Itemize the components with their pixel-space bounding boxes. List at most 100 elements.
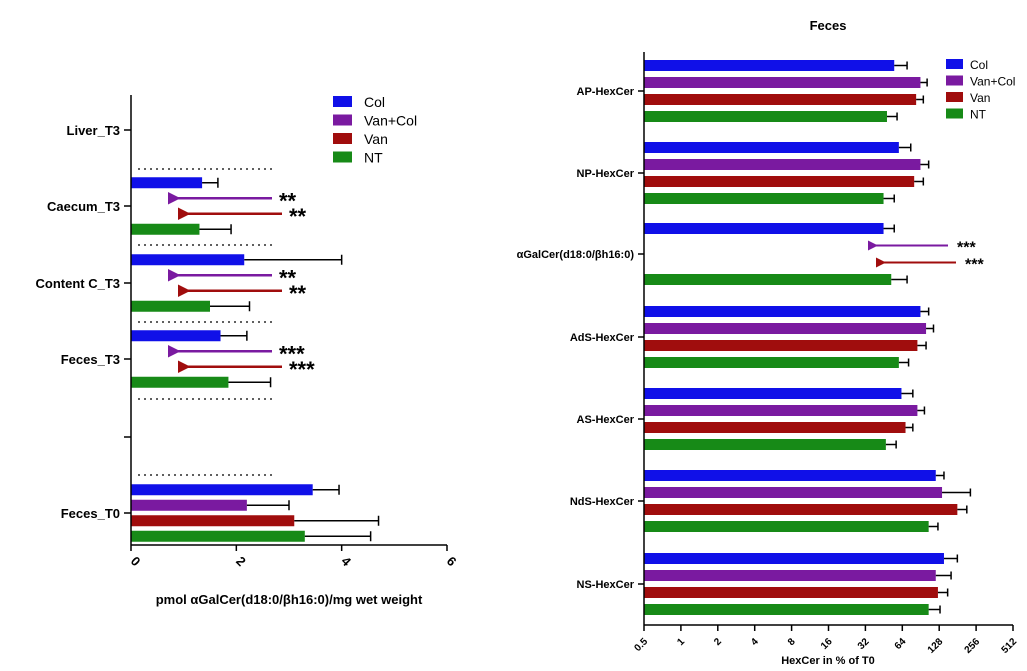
legend-label-nt: NT	[970, 108, 987, 122]
x-tick-label: 64	[893, 636, 909, 652]
bar-caecum-t3-col	[131, 177, 203, 189]
right-chart: Feces ****** 0.5 1 2 4 8 16 32 64 128 256 512 AP-H…	[517, 18, 1020, 667]
bar-np-hexcer-van	[644, 176, 915, 187]
x-tick-label: 512	[1000, 636, 1020, 656]
right-x-axis-title: HexCer in % of T0	[781, 655, 875, 667]
bar-ads-hexcer-van-col	[644, 323, 927, 334]
legend-label-col: Col	[364, 94, 385, 110]
bar-np-hexcer-col	[644, 142, 899, 153]
legend-swatch-van-col	[333, 114, 352, 126]
category-label-content-c-t3: Content C_T3	[36, 276, 121, 291]
x-tick-label: 16	[819, 636, 835, 652]
category-label-np-hexcer: NP-HexCer	[577, 168, 635, 180]
x-tick-label: 128	[926, 636, 946, 656]
bar-feces-t3-col	[131, 330, 221, 342]
significance-label: ***	[965, 257, 984, 274]
x-tick-label: 4	[749, 636, 761, 648]
significance-label: **	[289, 281, 307, 306]
bar-ap-hexcer-nt	[644, 111, 887, 122]
bar-nds-hexcer-col	[644, 470, 936, 481]
category-label-nds-hexcer: NdS-HexCer	[570, 496, 635, 508]
left-chart-marks: **************	[124, 129, 380, 542]
x-tick-label: 6	[444, 553, 460, 569]
bar-ads-hexcer-col	[644, 306, 921, 317]
bar-ap-hexcer-col	[644, 60, 895, 71]
left-x-ticks: 0 2 4 6	[128, 545, 460, 570]
legend-swatch-van	[333, 133, 352, 144]
bar-ns-hexcer-van-col	[644, 570, 936, 581]
right-category-labels: AP-HexCer NP-HexCer αGalCer(d18:0/βh16:0) A…	[517, 86, 635, 591]
category-label-as-hexcer: AS-HexCer	[577, 414, 635, 426]
legend-swatch-van-col	[946, 75, 963, 86]
category-label-galcer-d18-0-h16-0: αGalCer(d18:0/βh16:0)	[517, 249, 635, 261]
bar-nds-hexcer-nt	[644, 521, 929, 532]
right-chart-title: Feces	[810, 18, 847, 33]
legend-label-van: Van	[364, 131, 388, 147]
bar-galcer-d18-0-h16-0-col	[644, 223, 884, 234]
bar-as-hexcer-nt	[644, 439, 886, 450]
significance-label: ***	[957, 240, 976, 257]
bar-ap-hexcer-van-col	[644, 77, 921, 88]
x-tick-label: 32	[856, 636, 872, 652]
category-label-caecum-t3: Caecum_T3	[47, 199, 120, 214]
bar-feces-t0-van	[131, 515, 295, 527]
significance-label: **	[279, 265, 297, 290]
bar-ns-hexcer-van	[644, 587, 938, 598]
bar-feces-t0-col	[131, 484, 313, 496]
bar-ns-hexcer-nt	[644, 604, 929, 615]
x-tick-label: 0	[128, 553, 144, 569]
legend-swatch-col	[946, 59, 963, 69]
left-legend: Col Van+Col Van NT	[333, 94, 417, 166]
x-tick-label: 2	[233, 553, 249, 569]
x-tick-label: 1	[675, 636, 687, 648]
significance-label: ***	[289, 357, 315, 382]
bar-np-hexcer-nt	[644, 193, 884, 204]
bar-feces-t0-nt	[131, 530, 305, 542]
bar-ap-hexcer-van	[644, 94, 917, 105]
legend-label-van-col: Van+Col	[970, 75, 1015, 89]
bar-content-c-t3-nt	[131, 300, 210, 312]
right-x-ticks: 0.5 1 2 4 8 16 32 64 128 256 512	[633, 625, 1020, 656]
x-tick-label: 2	[712, 636, 724, 648]
bar-as-hexcer-van	[644, 422, 906, 433]
significance-label: ***	[279, 341, 305, 366]
bar-as-hexcer-van-col	[644, 405, 918, 416]
bar-as-hexcer-col	[644, 388, 902, 399]
category-label-ads-hexcer: AdS-HexCer	[570, 332, 635, 344]
bar-nds-hexcer-van-col	[644, 487, 943, 498]
category-label-ap-hexcer: AP-HexCer	[577, 86, 635, 98]
right-chart-marks: ******	[638, 60, 984, 615]
category-label-feces-t3: Feces_T3	[61, 352, 120, 367]
right-legend: Col Van+Col Van NT	[946, 58, 1015, 122]
category-label-ns-hexcer: NS-HexCer	[577, 579, 635, 591]
x-tick-label: 4	[338, 553, 354, 569]
bar-caecum-t3-nt	[131, 223, 200, 235]
legend-swatch-col	[333, 96, 352, 107]
significance-label: **	[289, 204, 307, 229]
x-tick-label: 256	[963, 636, 983, 656]
bar-feces-t0-van-col	[131, 499, 247, 511]
legend-swatch-van	[946, 92, 963, 102]
legend-swatch-nt	[946, 108, 963, 119]
significance-label: **	[279, 188, 297, 213]
bar-galcer-d18-0-h16-0-nt	[644, 274, 892, 285]
legend-swatch-nt	[333, 151, 352, 163]
left-x-axis-title: pmol αGalCer(d18:0/βh16:0)/mg wet weight	[156, 592, 423, 607]
legend-label-col: Col	[970, 58, 988, 72]
x-tick-label: 0.5	[633, 636, 651, 654]
category-label-liver-t3: Liver_T3	[67, 123, 120, 138]
bar-ads-hexcer-van	[644, 340, 918, 351]
bar-ads-hexcer-nt	[644, 357, 899, 368]
bar-ns-hexcer-col	[644, 553, 944, 564]
bar-nds-hexcer-van	[644, 504, 958, 515]
x-tick-label: 8	[786, 636, 798, 648]
left-category-labels: Liver_T3 Caecum_T3 Content C_T3 Feces_T3 Fec…	[36, 123, 121, 521]
bar-content-c-t3-col	[131, 254, 245, 266]
legend-label-van-col: Van+Col	[364, 113, 417, 129]
legend-label-van: Van	[970, 91, 990, 105]
bar-np-hexcer-van-col	[644, 159, 921, 170]
bar-feces-t3-nt	[131, 376, 229, 388]
category-label-feces-t0: Feces_T0	[61, 506, 120, 521]
